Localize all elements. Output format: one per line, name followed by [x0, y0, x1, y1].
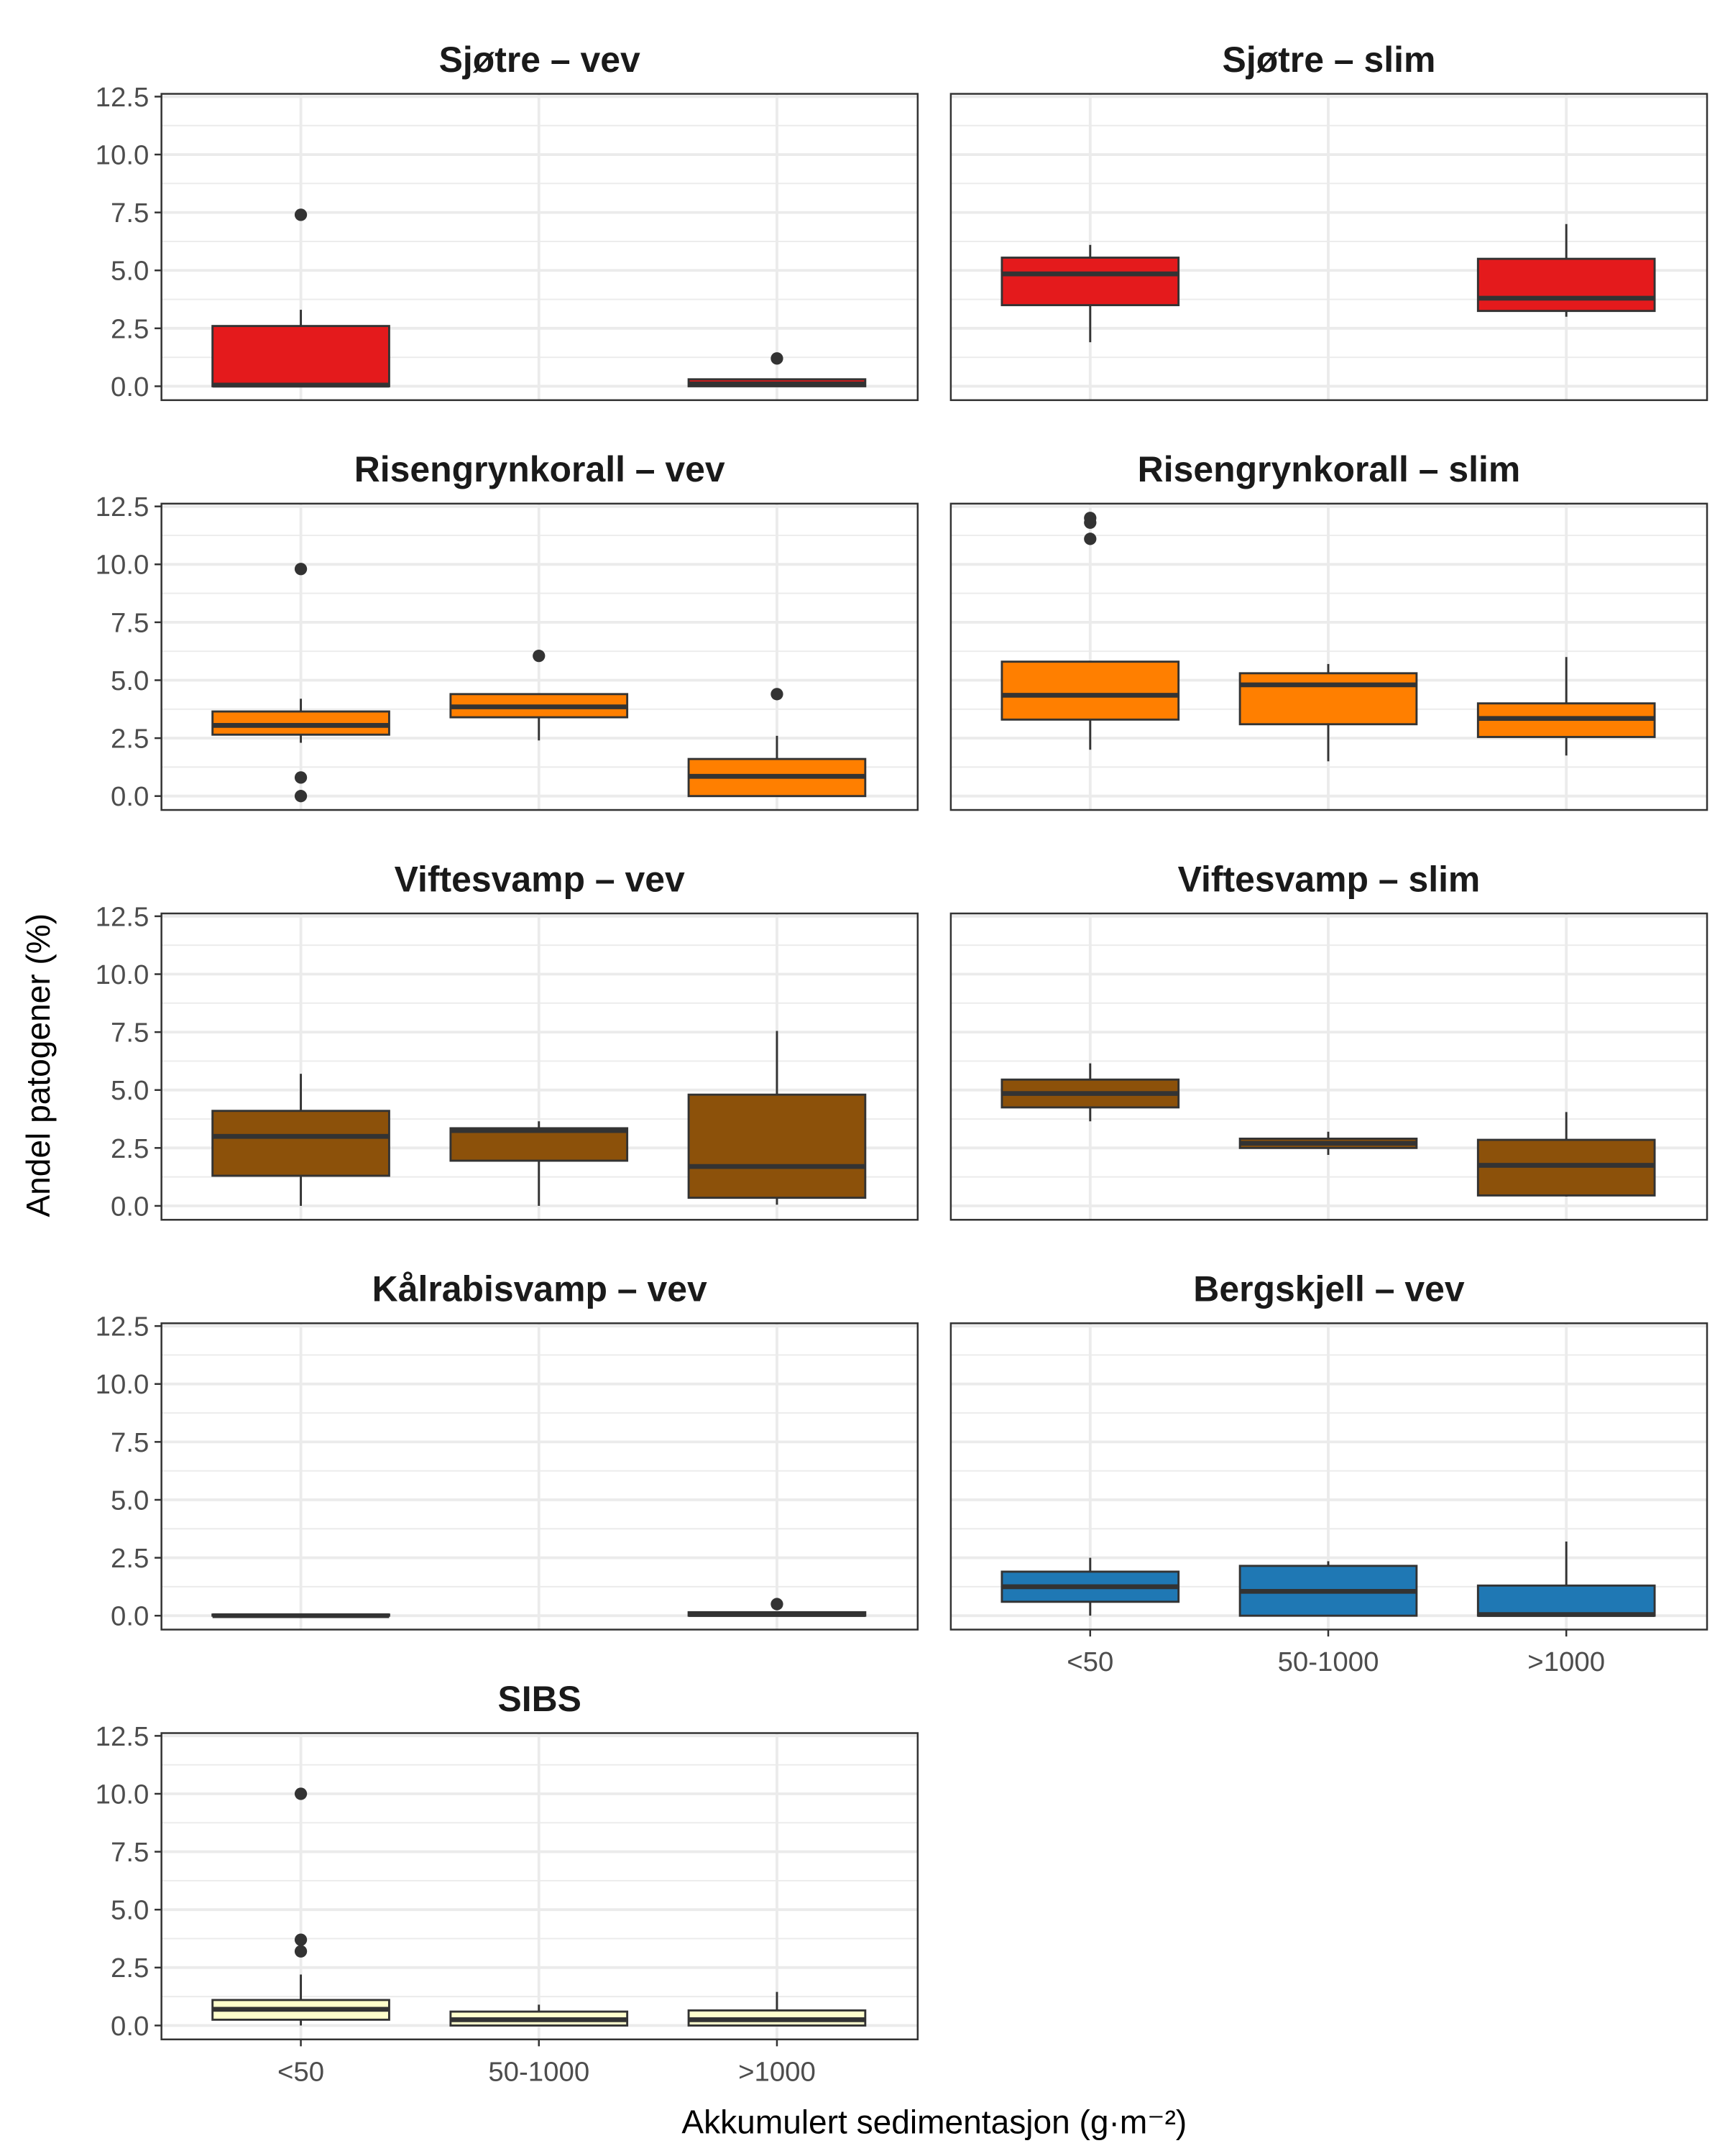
panel: SIBS 0.0 2.5 5.0 7.5 10.0 12.5 <50 50-1000 >1000 [96, 1679, 919, 2087]
y-tick-label: 0.0 [111, 781, 149, 812]
box [1476, 257, 1656, 313]
panel-border [949, 502, 1708, 811]
outlier-point [1084, 533, 1097, 545]
panel: Risengrynkorall – slim [949, 449, 1708, 811]
panel-border [160, 1322, 919, 1631]
x-tick-label: <50 [277, 2056, 324, 2087]
x-tick-label: >1000 [738, 2056, 816, 2087]
outlier-point [294, 208, 308, 221]
outlier-point [294, 1945, 308, 1958]
y-tick-label: 10.0 [96, 1369, 150, 1400]
outlier-point [294, 1933, 308, 1946]
y-tick-label: 7.5 [111, 198, 149, 229]
y-tick-label: 2.5 [111, 1953, 149, 1984]
y-tick-label: 5.0 [111, 256, 149, 287]
outlier-point [294, 563, 308, 576]
panel-title: Risengrynkorall – slim [1138, 449, 1521, 489]
panel-title: SIBS [497, 1679, 581, 1719]
y-tick-label: 0.0 [111, 1191, 149, 1222]
outlier-point [294, 1787, 308, 1800]
panel-title: Viftesvamp – vev [395, 859, 685, 899]
outlier-point [1084, 512, 1097, 525]
x-tick-label: >1000 [1527, 1646, 1605, 1677]
panel-border [949, 912, 1708, 1221]
outlier-point [770, 688, 783, 701]
y-tick-label: 10.0 [96, 550, 150, 581]
y-tick-label: 2.5 [111, 1543, 149, 1574]
y-tick-label: 7.5 [111, 1837, 149, 1868]
y-tick-label: 2.5 [111, 724, 149, 755]
outlier-point [770, 1598, 783, 1611]
panel-border [160, 93, 919, 402]
y-tick-label: 12.5 [96, 1721, 150, 1752]
y-tick-label: 0.0 [111, 1601, 149, 1632]
panel-title: Sjøtre – vev [439, 40, 640, 80]
outlier-point [294, 790, 308, 803]
y-tick-label: 12.5 [96, 82, 150, 113]
box [687, 1093, 867, 1199]
box [449, 1127, 629, 1162]
panel-title: Sjøtre – slim [1223, 40, 1436, 80]
panel: Kålrabisvamp – vev 0.0 2.5 5.0 7.5 10.0 12.5 [96, 1269, 919, 1632]
x-axis-label: Akkumulert sedimentasjon (g·m⁻²) [681, 2103, 1187, 2140]
y-tick-label: 10.0 [96, 959, 150, 990]
y-tick-label: 5.0 [111, 1075, 149, 1106]
x-tick-label: 50-1000 [1278, 1646, 1379, 1677]
box [211, 1110, 390, 1177]
panel: Risengrynkorall – vev 0.0 2.5 5.0 7.5 10.0 12.… [96, 449, 919, 812]
y-tick-label: 10.0 [96, 1779, 150, 1810]
outlier-point [294, 771, 308, 784]
outlier-point [533, 649, 546, 663]
y-tick-label: 12.5 [96, 492, 150, 522]
y-axis-label: Andel patogener (%) [19, 913, 57, 1217]
panel-border [160, 912, 919, 1221]
x-tick-label: 50-1000 [488, 2056, 589, 2087]
y-tick-label: 12.5 [96, 901, 150, 932]
box [1476, 1584, 1656, 1617]
y-tick-label: 5.0 [111, 665, 149, 696]
y-tick-label: 2.5 [111, 313, 149, 344]
panel-border [949, 93, 1708, 402]
y-tick-label: 2.5 [111, 1133, 149, 1164]
y-tick-label: 12.5 [96, 1312, 150, 1342]
panel: Viftesvamp – slim [949, 859, 1708, 1221]
y-tick-label: 0.0 [111, 2011, 149, 2042]
panel-border [160, 502, 919, 811]
box [1000, 660, 1180, 721]
box [1000, 257, 1180, 307]
panel-title: Viftesvamp – slim [1178, 859, 1481, 899]
x-tick-label: <50 [1067, 1646, 1113, 1677]
y-tick-label: 5.0 [111, 1485, 149, 1516]
box [211, 325, 390, 387]
y-tick-label: 10.0 [96, 139, 150, 170]
y-tick-label: 7.5 [111, 607, 149, 638]
y-tick-label: 0.0 [111, 372, 149, 402]
panel: Viftesvamp – vev 0.0 2.5 5.0 7.5 10.0 12.5 [96, 859, 919, 1222]
panel-title: Risengrynkorall – vev [354, 449, 725, 489]
box [1238, 672, 1418, 726]
y-tick-label: 7.5 [111, 1018, 149, 1049]
outlier-point [770, 352, 783, 365]
panel: Sjøtre – vev 0.0 2.5 5.0 7.5 10.0 12.5 [96, 40, 919, 402]
panel-title: Kålrabisvamp – vev [372, 1269, 707, 1309]
panel: Sjøtre – slim [949, 40, 1708, 402]
panel-title: Bergskjell – vev [1193, 1269, 1465, 1309]
y-tick-label: 7.5 [111, 1427, 149, 1458]
y-tick-label: 5.0 [111, 1895, 149, 1926]
panel: Bergskjell – vev <50 50-1000 >1000 [949, 1269, 1708, 1677]
